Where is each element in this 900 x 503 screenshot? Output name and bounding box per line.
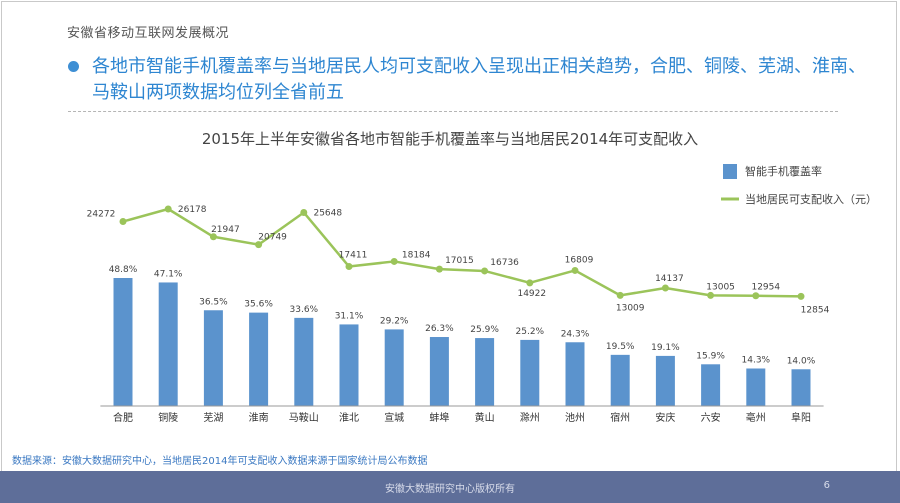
bar [113, 278, 133, 406]
divider [68, 111, 838, 112]
line-point [435, 265, 443, 273]
line-point [526, 279, 534, 287]
bar [384, 329, 404, 406]
income-line [122, 207, 802, 298]
line-value-label: 20749 [258, 233, 287, 243]
bar-value-label: 25.9% [470, 325, 499, 335]
bar [565, 342, 585, 406]
bar-value-label: 33.6% [290, 305, 319, 315]
combo-chart: 48.8% 47.1% 36.5% 35.6% 33.6% 31.1% 29.2% 26.3%… [87, 164, 877, 424]
line-value-label: 17411 [339, 251, 368, 261]
footnote: 数据来源：安徽大数据研究中心，当地居民2014年可支配收入数据来源于国家统计局公… [12, 456, 428, 467]
line-point [300, 208, 308, 216]
line-point [752, 292, 760, 300]
x-tick-label: 淮北 [339, 412, 359, 424]
page-number: 6 [823, 480, 830, 491]
footer-bar: 安徽大数据研究中心版权所有 6 [0, 471, 900, 503]
x-tick-label: 黄山 [475, 411, 495, 424]
x-tick-label: 马鞍山 [289, 411, 319, 424]
line-point [481, 267, 489, 275]
x-tick-label: 宣城 [384, 411, 404, 424]
x-tick-label: 淮南 [249, 411, 269, 424]
line-value-label: 18184 [402, 250, 431, 260]
bullet-dot-icon [68, 61, 79, 72]
footer-copyright: 安徽大数据研究中心版权所有 [385, 484, 515, 495]
x-tick-label: 芜湖 [203, 411, 223, 424]
axis-layer: 合肥 铜陵 芜湖 淮南 马鞍山 淮北 宣城 蚌埠 黄山 滁州 池州 宿州 安庆 六安 亳州 阜阳 [100, 405, 824, 424]
bar [475, 338, 495, 406]
line-value-label: 14922 [517, 289, 546, 299]
line-point [797, 292, 805, 300]
x-tick-label: 阜阳 [791, 411, 811, 424]
line-value-label: 17015 [445, 256, 474, 266]
x-tick-label: 池州 [565, 411, 585, 424]
bar-value-label: 35.6% [244, 300, 273, 310]
bar [610, 354, 630, 406]
line-value-label: 16736 [490, 258, 519, 268]
bar-value-label: 31.1% [335, 311, 364, 321]
bar [791, 369, 811, 406]
line-point [255, 241, 263, 249]
bar-value-label: 24.3% [561, 329, 590, 339]
bar-value-label: 26.3% [425, 324, 454, 334]
line-value-label: 16809 [565, 255, 594, 265]
bar [520, 339, 540, 406]
bar [655, 355, 675, 406]
x-tick-label: 合肥 [113, 411, 133, 424]
bar [158, 282, 178, 406]
x-tick-label: 六安 [701, 411, 721, 424]
bar-value-label: 25.2% [516, 327, 545, 337]
x-tick-label: 亳州 [746, 411, 766, 424]
line-point [390, 257, 398, 265]
bar [339, 324, 359, 406]
line-point [707, 291, 715, 299]
bar [746, 368, 766, 406]
bar [249, 312, 269, 406]
line-value-label: 12954 [751, 283, 780, 293]
bar-value-label: 36.5% [199, 297, 228, 307]
bar-value-label: 14.3% [742, 355, 771, 365]
x-tick-label: 蚌埠 [429, 411, 449, 424]
bar-value-label: 47.1% [154, 269, 183, 279]
line-point [119, 218, 127, 226]
line-value-label: 12854 [801, 305, 830, 315]
section-title: 安徽省移动互联网发展概况 [67, 26, 230, 41]
line-point [661, 284, 669, 292]
line-value-label: 26178 [178, 205, 207, 215]
legend-bar-label: 智能手机覆盖率 [745, 164, 822, 178]
line-point [164, 205, 172, 213]
x-tick-label: 铜陵 [158, 412, 178, 424]
bar-value-label: 19.5% [606, 342, 635, 352]
bar [429, 337, 449, 406]
line-point [209, 233, 217, 241]
line-point [571, 266, 579, 274]
bar [294, 317, 314, 406]
line-point [345, 263, 353, 271]
line-point [616, 291, 624, 299]
bar [203, 310, 223, 406]
x-tick-label: 宿州 [610, 411, 630, 424]
x-tick-label: 滁州 [520, 411, 540, 424]
line-value-label: 24272 [87, 210, 116, 220]
headline: 各地市智能手机覆盖率与当地居民人均可支配收入呈现出正相关趋势，合肥、铜陵、芜湖、… [92, 56, 866, 103]
bar-value-label: 14.0% [787, 356, 816, 366]
line-value-label: 13009 [616, 303, 645, 313]
legend-bar-swatch [723, 164, 737, 179]
line-layer: 24272 26178 21947 20749 25648 17411 18184 17015… [87, 205, 830, 315]
line-value-label: 21947 [211, 225, 240, 235]
legend: 智能手机覆盖率 当地居民可支配收入（元） [721, 164, 877, 206]
bar-value-label: 15.9% [696, 351, 725, 361]
bar [701, 364, 721, 406]
chart-title: 2015年上半年安徽省各地市智能手机覆盖率与当地居民2014年可支配收入 [201, 130, 699, 148]
line-value-label: 13005 [706, 282, 735, 292]
x-tick-label: 安庆 [655, 411, 675, 424]
line-value-label: 25648 [313, 208, 342, 218]
bar-value-label: 19.1% [651, 343, 680, 353]
bar-value-label: 29.2% [380, 316, 409, 326]
bars-layer: 48.8% 47.1% 36.5% 35.6% 33.6% 31.1% 29.2% 26.3%… [109, 265, 816, 406]
line-value-label: 14137 [655, 274, 684, 284]
legend-line-label: 当地居民可支配收入（元） [745, 192, 877, 206]
bar-value-label: 48.8% [109, 265, 138, 275]
